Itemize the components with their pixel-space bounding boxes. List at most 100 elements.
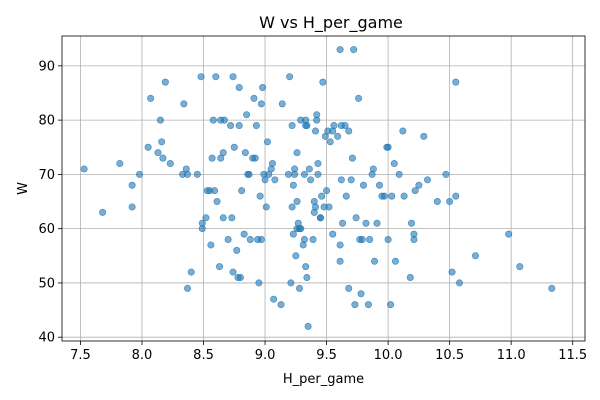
- data-point: [129, 182, 135, 188]
- data-point: [453, 79, 459, 85]
- data-point: [258, 236, 264, 242]
- x-tick-label: 11.0: [497, 348, 526, 363]
- data-point: [353, 215, 359, 221]
- data-point: [234, 247, 240, 253]
- data-point: [355, 95, 361, 101]
- data-point: [213, 74, 219, 80]
- data-point: [199, 225, 205, 231]
- data-point: [412, 187, 418, 193]
- data-point: [327, 139, 333, 145]
- data-point: [256, 280, 262, 286]
- data-point: [385, 236, 391, 242]
- data-point: [365, 301, 371, 307]
- y-tick-label: 60: [38, 222, 55, 237]
- data-point: [337, 242, 343, 248]
- data-point: [227, 122, 233, 128]
- data-point: [349, 155, 355, 161]
- data-point: [298, 225, 304, 231]
- data-point: [307, 177, 313, 183]
- data-point: [424, 177, 430, 183]
- data-point: [339, 220, 345, 226]
- data-point: [288, 280, 294, 286]
- data-point: [253, 122, 259, 128]
- data-point: [184, 171, 190, 177]
- data-point: [385, 144, 391, 150]
- data-point: [188, 269, 194, 275]
- data-point: [338, 177, 344, 183]
- data-point: [285, 171, 291, 177]
- data-point: [279, 101, 285, 107]
- chart-title: W vs H_per_game: [259, 13, 403, 33]
- data-point: [259, 84, 265, 90]
- data-point: [241, 231, 247, 237]
- data-point: [391, 160, 397, 166]
- y-axis-label: W: [16, 182, 31, 195]
- data-point: [315, 160, 321, 166]
- data-point: [359, 236, 365, 242]
- y-tick-label: 50: [38, 276, 55, 291]
- data-point: [147, 95, 153, 101]
- data-point: [312, 128, 318, 134]
- data-point: [269, 160, 275, 166]
- data-point: [294, 198, 300, 204]
- data-point: [81, 166, 87, 172]
- data-point: [258, 101, 264, 107]
- data-point: [157, 117, 163, 123]
- data-point: [449, 269, 455, 275]
- data-point: [416, 182, 422, 188]
- data-point: [323, 187, 329, 193]
- x-tick-label: 11.5: [558, 348, 587, 363]
- data-point: [136, 171, 142, 177]
- data-point: [346, 128, 352, 134]
- data-point: [358, 291, 364, 297]
- data-point: [257, 193, 263, 199]
- data-point: [220, 149, 226, 155]
- data-point: [376, 182, 382, 188]
- data-point: [304, 122, 310, 128]
- data-point: [246, 171, 252, 177]
- x-tick-label: 8.5: [193, 348, 214, 363]
- data-point: [443, 171, 449, 177]
- data-point: [343, 193, 349, 199]
- data-point: [305, 323, 311, 329]
- x-tick-label: 9.0: [255, 348, 276, 363]
- data-point: [331, 122, 337, 128]
- data-point: [434, 198, 440, 204]
- x-tick-label: 9.5: [316, 348, 337, 363]
- data-point: [314, 111, 320, 117]
- data-point: [360, 182, 366, 188]
- data-point: [243, 111, 249, 117]
- data-point: [155, 149, 161, 155]
- data-point: [290, 182, 296, 188]
- data-point: [167, 160, 173, 166]
- data-point: [296, 285, 302, 291]
- data-point: [291, 166, 297, 172]
- data-point: [230, 74, 236, 80]
- data-point: [225, 236, 231, 242]
- data-point: [301, 236, 307, 242]
- data-point: [400, 128, 406, 134]
- data-point: [392, 258, 398, 264]
- data-point: [371, 258, 377, 264]
- data-point: [346, 285, 352, 291]
- data-point: [317, 215, 323, 221]
- data-point: [251, 95, 257, 101]
- data-point: [264, 139, 270, 145]
- data-point: [472, 253, 478, 259]
- data-point: [272, 177, 278, 183]
- data-point: [262, 177, 268, 183]
- data-point: [194, 171, 200, 177]
- x-tick-label: 10.0: [374, 348, 403, 363]
- data-point: [315, 171, 321, 177]
- data-point: [129, 204, 135, 210]
- data-point: [216, 263, 222, 269]
- data-point: [453, 193, 459, 199]
- data-point: [408, 220, 414, 226]
- data-point: [247, 236, 253, 242]
- data-point: [396, 171, 402, 177]
- data-point: [231, 144, 237, 150]
- data-point: [162, 79, 168, 85]
- data-point: [318, 193, 324, 199]
- data-point: [214, 198, 220, 204]
- y-tick-label: 70: [38, 168, 55, 183]
